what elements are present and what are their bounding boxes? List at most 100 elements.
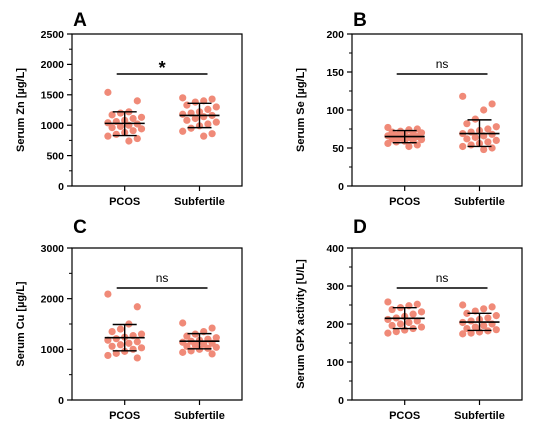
panel-a: A 0 500 1000 1500 2000 2500 Serum Zn [µg/L] PCOS… (15, 10, 243, 208)
panel-c: C 0 1000 2000 3000 Serum Cu [µg/L] PCOS Subfert… (15, 217, 243, 422)
data-point (392, 138, 400, 146)
y-tick-label: 200 (326, 29, 344, 41)
data-point (459, 92, 467, 100)
data-point (492, 136, 500, 144)
data-point (417, 136, 426, 144)
x-category-label: PCOS (109, 410, 140, 422)
panel-b: B 0 50 100 150 200 Serum Se [µg/L] PCOS Subferti… (295, 10, 523, 208)
y-axis-label: Serum Se [µg/L] (295, 68, 307, 152)
data-point (212, 103, 220, 111)
x-category-label: Subfertile (454, 410, 505, 422)
panel-d: D 0 100 200 300 400 Serum GPX activity [U/L] PC… (295, 217, 523, 422)
y-tick-label: 1500 (41, 90, 65, 102)
y-tick-label: 200 (326, 319, 344, 331)
data-point (488, 303, 496, 311)
x-category-label: Subfertile (454, 196, 505, 208)
data-point (467, 329, 475, 337)
data-point (191, 98, 199, 106)
y-tick-label: 0 (58, 181, 64, 193)
data-point (392, 328, 400, 336)
data-point (208, 95, 216, 103)
y-tick-label: 150 (326, 67, 344, 79)
data-point (208, 350, 216, 358)
y-tick-label: 2000 (41, 59, 65, 71)
x-category-label: Subfertile (174, 196, 225, 208)
data-point (183, 116, 191, 124)
data-point (384, 315, 392, 324)
plot-frame (351, 33, 523, 187)
plot-frame (71, 33, 243, 187)
y-tick-label: 100 (326, 357, 344, 369)
data-point (137, 330, 146, 338)
data-point (133, 97, 141, 105)
data-point (179, 110, 187, 118)
data-point (133, 338, 141, 346)
data-point (459, 330, 467, 338)
data-point (108, 342, 116, 350)
data-point (116, 341, 125, 349)
data-point (125, 339, 133, 347)
data-point (484, 314, 492, 322)
data-point (459, 301, 467, 309)
y-tick-label: 2000 (41, 293, 65, 305)
data-point (179, 348, 187, 356)
data-point (480, 321, 488, 330)
y-tick-label: 300 (326, 281, 344, 293)
data-point (112, 130, 120, 138)
data-point (104, 88, 112, 96)
y-tick-label: 500 (46, 150, 64, 162)
data-point (463, 135, 471, 143)
data-point (384, 123, 392, 132)
data-point (133, 134, 141, 143)
y-axis-label: Serum Zn [µg/L] (15, 68, 27, 152)
data-point (417, 323, 426, 331)
data-point (488, 100, 496, 108)
data-point (492, 326, 500, 334)
data-point (463, 120, 471, 128)
significance-label: ns (436, 57, 449, 71)
data-point (112, 349, 120, 357)
data-point (488, 144, 496, 152)
y-axis-label: Serum Cu [µg/L] (15, 281, 27, 367)
data-point (137, 113, 146, 121)
data-point (129, 114, 137, 123)
data-point (471, 115, 479, 123)
data-point (212, 343, 220, 351)
significance-label: ns (156, 271, 169, 285)
x-category-label: PCOS (389, 196, 420, 208)
data-point (116, 122, 125, 131)
data-point (417, 308, 426, 316)
data-point (133, 354, 141, 362)
y-tick-label: 50 (332, 143, 344, 155)
data-point (179, 127, 187, 135)
data-point (200, 132, 208, 140)
data-point (179, 94, 187, 102)
panel-letter: C (73, 217, 87, 238)
data-point (104, 351, 112, 360)
data-point (191, 114, 199, 123)
data-point (212, 334, 220, 342)
data-point (405, 318, 413, 327)
data-point (467, 141, 475, 149)
data-point (413, 300, 421, 308)
plot-frame (351, 247, 523, 401)
panel-letter: A (73, 10, 87, 31)
data-point (384, 139, 392, 148)
data-point (204, 105, 212, 113)
data-point (471, 323, 479, 331)
data-point (208, 324, 216, 332)
data-point (463, 309, 471, 317)
data-point (480, 305, 488, 313)
y-tick-label: 3000 (41, 243, 65, 255)
data-point (384, 329, 392, 337)
data-point (212, 118, 220, 126)
y-axis-label: Serum GPX activity [U/L] (295, 259, 307, 389)
data-point (405, 142, 413, 151)
y-tick-label: 1000 (41, 344, 65, 356)
significance-label: ns (436, 271, 449, 285)
data-point (116, 325, 125, 333)
y-tick-label: 1000 (41, 120, 65, 132)
y-tick-label: 0 (58, 395, 64, 407)
significance-label: * (159, 58, 166, 78)
data-point (183, 342, 191, 350)
